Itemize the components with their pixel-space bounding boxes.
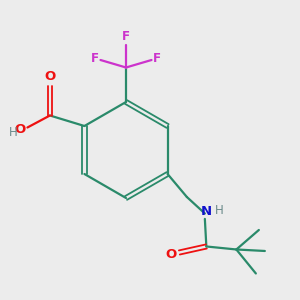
Text: O: O xyxy=(15,122,26,136)
Text: F: F xyxy=(122,31,130,44)
Text: F: F xyxy=(153,52,161,65)
Text: O: O xyxy=(44,70,56,83)
Text: H: H xyxy=(9,126,17,140)
Text: N: N xyxy=(201,206,212,218)
Text: H: H xyxy=(215,204,224,217)
Text: F: F xyxy=(91,52,99,65)
Text: O: O xyxy=(165,248,176,261)
